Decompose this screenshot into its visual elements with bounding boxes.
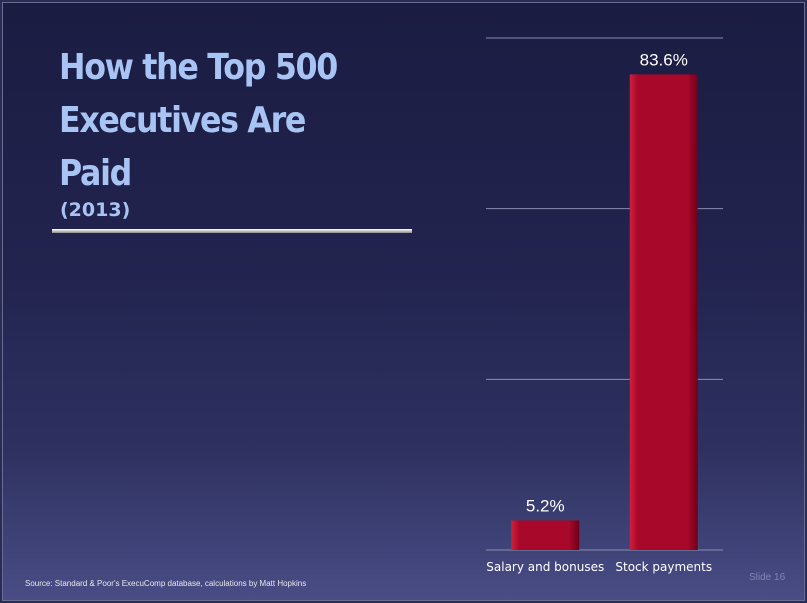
data-label: 5.2%	[526, 496, 565, 515]
title-line-2: Executives Are	[59, 100, 306, 141]
title-line-1: How the Top 500	[59, 47, 338, 88]
source-note: Source: Standard & Poor's ExecuComp data…	[25, 579, 307, 588]
category-label: Stock payments	[615, 560, 712, 574]
slide-title: How the Top 500 Executives Are Paid	[59, 41, 376, 200]
title-divider	[52, 229, 412, 233]
category-label: Salary and bonuses	[486, 560, 604, 574]
bar	[629, 74, 698, 551]
title-line-3: Paid	[59, 153, 132, 194]
bar	[511, 520, 580, 550]
slide-number: Slide 16	[749, 572, 786, 583]
data-label: 83.6%	[640, 50, 688, 69]
slide-subtitle: (2013)	[60, 199, 131, 221]
bar-chart: 5.2% Salary and bonuses 83.6% Stock payment…	[486, 37, 723, 574]
